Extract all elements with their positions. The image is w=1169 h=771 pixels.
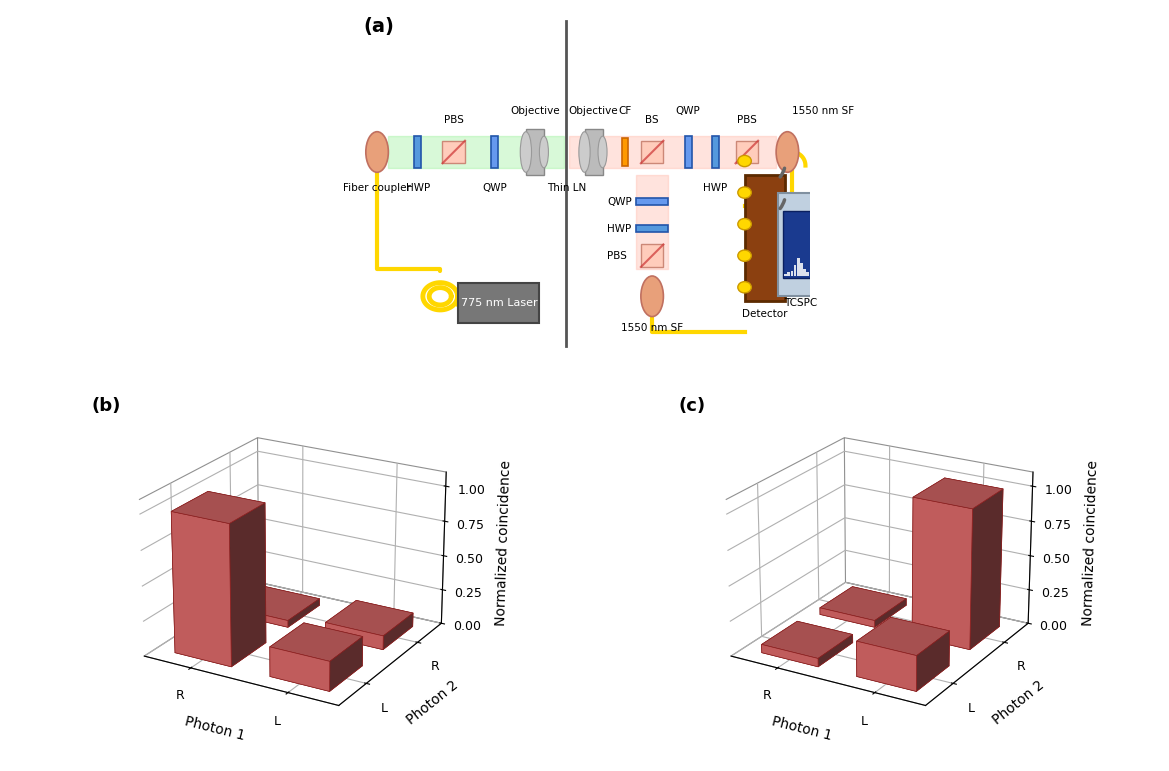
Text: TCSPC: TCSPC (784, 298, 817, 308)
Bar (779, 193, 823, 296)
Bar (800, 264, 803, 276)
Bar (794, 264, 796, 276)
Text: HWP: HWP (607, 224, 631, 234)
Ellipse shape (599, 136, 607, 168)
Text: PBS: PBS (736, 116, 756, 126)
Ellipse shape (738, 187, 752, 198)
Text: PBS: PBS (607, 251, 627, 261)
Text: PBS: PBS (444, 116, 464, 126)
Bar (414, 136, 421, 168)
Ellipse shape (738, 281, 752, 293)
Text: CF: CF (618, 106, 631, 116)
Text: 1550 nm SF: 1550 nm SF (621, 323, 683, 333)
Bar (491, 136, 498, 168)
X-axis label: Photon 1: Photon 1 (184, 715, 247, 743)
Ellipse shape (738, 218, 752, 230)
Text: Objective: Objective (510, 106, 560, 116)
Bar (636, 225, 667, 232)
Ellipse shape (738, 250, 752, 261)
Text: QWP: QWP (607, 197, 631, 207)
Y-axis label: Photon 2: Photon 2 (403, 678, 461, 728)
Bar (784, 274, 787, 276)
Bar (526, 130, 544, 174)
Y-axis label: Photon 2: Photon 2 (990, 678, 1047, 728)
Text: HWP: HWP (406, 183, 430, 193)
Bar (807, 272, 809, 276)
X-axis label: Photon 1: Photon 1 (770, 715, 833, 743)
Text: Fiber coupler: Fiber coupler (344, 183, 411, 193)
Bar (458, 283, 539, 323)
Bar (812, 274, 815, 276)
Bar (641, 141, 664, 163)
Bar (790, 271, 794, 276)
Bar (641, 244, 664, 267)
Bar (783, 210, 817, 278)
Bar (712, 136, 719, 168)
Ellipse shape (579, 132, 590, 172)
Bar (685, 136, 692, 168)
Text: (c): (c) (679, 396, 706, 415)
Text: QWP: QWP (676, 106, 700, 116)
Bar (797, 258, 800, 276)
Bar (622, 139, 629, 166)
Text: QWP: QWP (482, 183, 506, 193)
Text: 775 nm Laser: 775 nm Laser (461, 298, 537, 308)
Ellipse shape (539, 136, 548, 168)
Text: Thin LN: Thin LN (547, 183, 586, 193)
Bar (584, 130, 602, 174)
Bar (803, 269, 805, 276)
Ellipse shape (738, 156, 752, 167)
Bar (809, 273, 812, 276)
Text: Detector: Detector (742, 309, 788, 319)
Text: (b): (b) (92, 396, 122, 415)
Bar (636, 198, 667, 205)
Ellipse shape (520, 132, 532, 172)
Bar (788, 272, 790, 276)
Ellipse shape (641, 276, 664, 317)
Text: 1550 nm SF: 1550 nm SF (791, 106, 855, 116)
Bar (442, 141, 465, 163)
Ellipse shape (776, 132, 798, 172)
Text: BS: BS (645, 116, 659, 126)
Text: (a): (a) (364, 17, 394, 35)
Text: Objective: Objective (568, 106, 618, 116)
Bar (735, 141, 759, 163)
Bar (745, 174, 786, 301)
Text: HWP: HWP (703, 183, 727, 193)
Ellipse shape (366, 132, 388, 172)
